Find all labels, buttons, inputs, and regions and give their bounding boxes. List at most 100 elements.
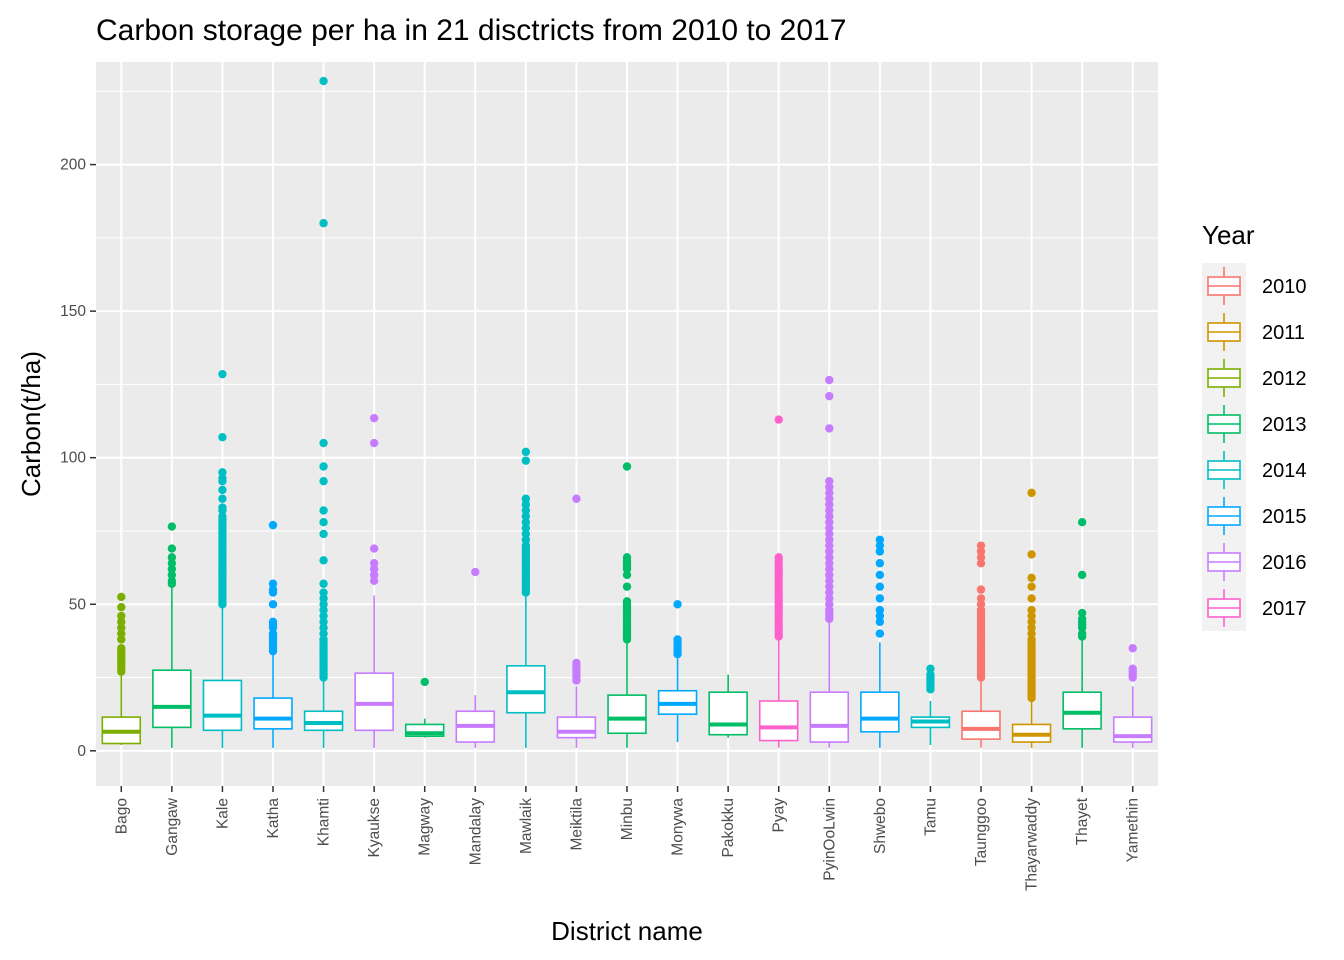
outlier-point (673, 600, 682, 609)
x-tick-label: Pyay (771, 798, 788, 833)
x-tick-label: Minbu (619, 798, 636, 840)
outlier-point (976, 553, 986, 562)
outlier-point (1027, 629, 1036, 638)
outlier-point (825, 576, 834, 586)
box-thayet (1062, 517, 1102, 748)
box-taunggoo (961, 541, 1001, 748)
outlier-point (1128, 644, 1137, 653)
outlier-point (926, 670, 935, 679)
outlier-point (1027, 573, 1036, 583)
box-iqr (404, 723, 445, 737)
outlier-point (825, 605, 834, 615)
outlier-point (875, 547, 885, 556)
outlier-point (319, 617, 328, 627)
outlier-point (875, 535, 885, 544)
y-tick-label: 0 (77, 743, 86, 760)
x-tick-label: Tamu (922, 798, 939, 836)
outlier-point (319, 219, 328, 228)
outlier-point (167, 564, 177, 574)
outlier-point (825, 482, 834, 492)
box-khamti (303, 76, 344, 748)
outlier-point (521, 506, 531, 515)
outlier-point (268, 600, 278, 609)
outlier-point (319, 611, 328, 621)
y-tick-label: 150 (60, 303, 86, 320)
outlier-point (319, 517, 328, 527)
legend-item-2012: 2012 (1202, 355, 1307, 401)
outlier-point (976, 600, 986, 609)
outlier-point (218, 512, 227, 521)
outlier-point (319, 579, 328, 588)
outlier-point (319, 600, 328, 609)
outlier-point (319, 462, 328, 471)
outlier-point (1128, 664, 1137, 673)
outlier-point (825, 375, 834, 385)
legend: Year 2010 2011 2012 2013 2014 2015 2016 2017 (1202, 220, 1307, 631)
outlier-point (774, 415, 783, 424)
box-pyinoolwin (809, 375, 850, 748)
x-tick-label: Pakokku (720, 798, 737, 857)
outlier-point (1027, 611, 1036, 621)
outlier-point (825, 488, 834, 498)
outlier-point (1077, 570, 1087, 580)
outlier-point (218, 468, 227, 477)
x-tick-label: Monywa (670, 798, 687, 856)
outlier-point (1027, 594, 1036, 603)
legend-label: 2010 (1262, 276, 1307, 298)
box-iqr (809, 691, 850, 743)
box-iqr (1062, 691, 1102, 730)
box-iqr (152, 669, 192, 729)
outlier-point (976, 594, 986, 603)
outlier-point (976, 547, 986, 556)
outlier-point (1077, 608, 1087, 618)
outlier-point (825, 594, 834, 603)
box-yamethin (1112, 644, 1153, 748)
outlier-point (1027, 582, 1036, 591)
box-pyay (758, 415, 799, 748)
outlier-point (825, 523, 834, 533)
outlier-point (521, 529, 531, 539)
legend-label: 2012 (1262, 368, 1307, 390)
outlier-point (521, 541, 531, 550)
box-iqr (1112, 716, 1153, 743)
box-shwebo (860, 535, 900, 748)
outlier-point (319, 76, 328, 86)
x-axis: Bago Gangaw Kale Katha Khamti Kyaukse Magway Ma… (113, 786, 1142, 891)
outlier-point (976, 559, 986, 568)
outlier-point (319, 635, 328, 644)
outlier-point (825, 559, 834, 568)
x-tick-label: Shwebo (872, 798, 889, 854)
outlier-point (875, 582, 885, 591)
outlier-point (167, 544, 177, 553)
legend-item-2015: 2015 (1202, 493, 1307, 539)
outlier-point (218, 369, 227, 379)
box-iqr (354, 672, 394, 732)
y-tick-label: 200 (60, 157, 86, 174)
legend-label: 2015 (1262, 506, 1307, 528)
outlier-point (825, 500, 834, 509)
box-iqr (556, 716, 597, 739)
outlier-point (218, 503, 227, 512)
outlier-point (622, 553, 632, 562)
x-tick-label: PyinOoLwin (821, 798, 838, 881)
box-iqr (202, 679, 243, 732)
outlier-point (319, 623, 328, 632)
outlier-point (875, 570, 885, 580)
box-pakokku (708, 674, 748, 738)
outlier-point (1027, 635, 1036, 644)
outlier-point (622, 570, 632, 580)
outlier-point (825, 570, 834, 580)
outlier-point (1027, 605, 1036, 615)
box-katha (253, 520, 293, 748)
outlier-point (825, 588, 834, 597)
outlier-point (319, 529, 328, 539)
outlier-point (673, 635, 682, 644)
outlier-point (167, 522, 177, 531)
legend-item-2017: 2017 (1202, 585, 1307, 631)
outlier-point (926, 664, 935, 673)
x-tick-label: Mandalay (467, 798, 484, 865)
outlier-point (319, 506, 328, 515)
outlier-point (268, 520, 278, 530)
outlier-point (825, 512, 834, 521)
